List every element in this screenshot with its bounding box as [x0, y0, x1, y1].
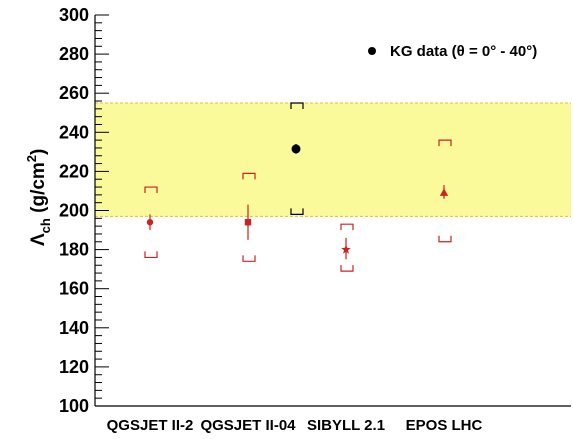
sys-bracket-upper [242, 172, 256, 180]
category-label: QGSJET II-2 [107, 417, 194, 434]
y-tick-label: 280 [59, 44, 89, 64]
data-point [242, 172, 256, 262]
sys-bracket-lower [290, 208, 304, 216]
kg-systematic-band [95, 102, 571, 217]
y-axis-title: Λch (g/cm2) [24, 149, 53, 246]
y-axis-title-sub: ch [38, 218, 53, 233]
point-marker [146, 219, 154, 226]
band-fill [95, 102, 571, 217]
sys-bracket-upper [340, 223, 354, 231]
legend-label: KG data (θ = 0° - 40°) [390, 43, 537, 60]
category-label: QGSJET II-04 [200, 417, 296, 434]
y-tick-label: 100 [59, 396, 89, 416]
category-label: EPOS LHC [406, 417, 483, 434]
y-tick-label: 120 [59, 357, 89, 377]
data-point [438, 139, 452, 243]
data-points [144, 102, 452, 272]
point-marker [439, 188, 449, 196]
point-marker [244, 219, 252, 226]
y-tick-label: 200 [59, 201, 89, 221]
sys-bracket-lower [242, 255, 256, 262]
sys-bracket-lower [340, 265, 354, 272]
y-tick-label: 160 [59, 279, 89, 299]
data-point [340, 223, 354, 272]
y-tick-label: 240 [59, 122, 89, 142]
category-label: SIBYLL 2.1 [307, 417, 385, 434]
y-axis-title-main: Λ [28, 233, 49, 246]
y-axis-title-unit-close: ) [28, 149, 49, 155]
point-marker [341, 244, 351, 254]
y-tick-label: 220 [59, 161, 89, 181]
y-tick-label: 140 [59, 318, 89, 338]
point-marker [291, 144, 301, 154]
sys-bracket-upper [144, 186, 158, 194]
data-point [290, 102, 304, 216]
x-axis: QGSJET II-2 QGSJET II-04 SIBYLL 2.1 EPOS LH… [107, 417, 483, 434]
y-tick-label: 180 [59, 240, 89, 260]
y-tick-label: 300 [59, 5, 89, 25]
sys-bracket-upper [290, 102, 304, 109]
sys-bracket-lower [144, 251, 158, 259]
data-point [144, 186, 158, 259]
y-axis-title-sup: 2 [24, 155, 39, 162]
y-axis-title-unit-open: (g/cm [28, 162, 49, 218]
legend-marker [368, 47, 376, 55]
svg-text:Λch (g/cm2): Λch (g/cm2) [24, 149, 53, 246]
sys-bracket-lower [438, 235, 452, 243]
sys-bracket-upper [438, 139, 452, 147]
y-tick-label: 260 [59, 83, 89, 103]
legend: KG data (θ = 0° - 40°) [368, 43, 537, 60]
y-axis: 100 120 140 160 180 200 220 240 260 280 300 [59, 5, 109, 416]
